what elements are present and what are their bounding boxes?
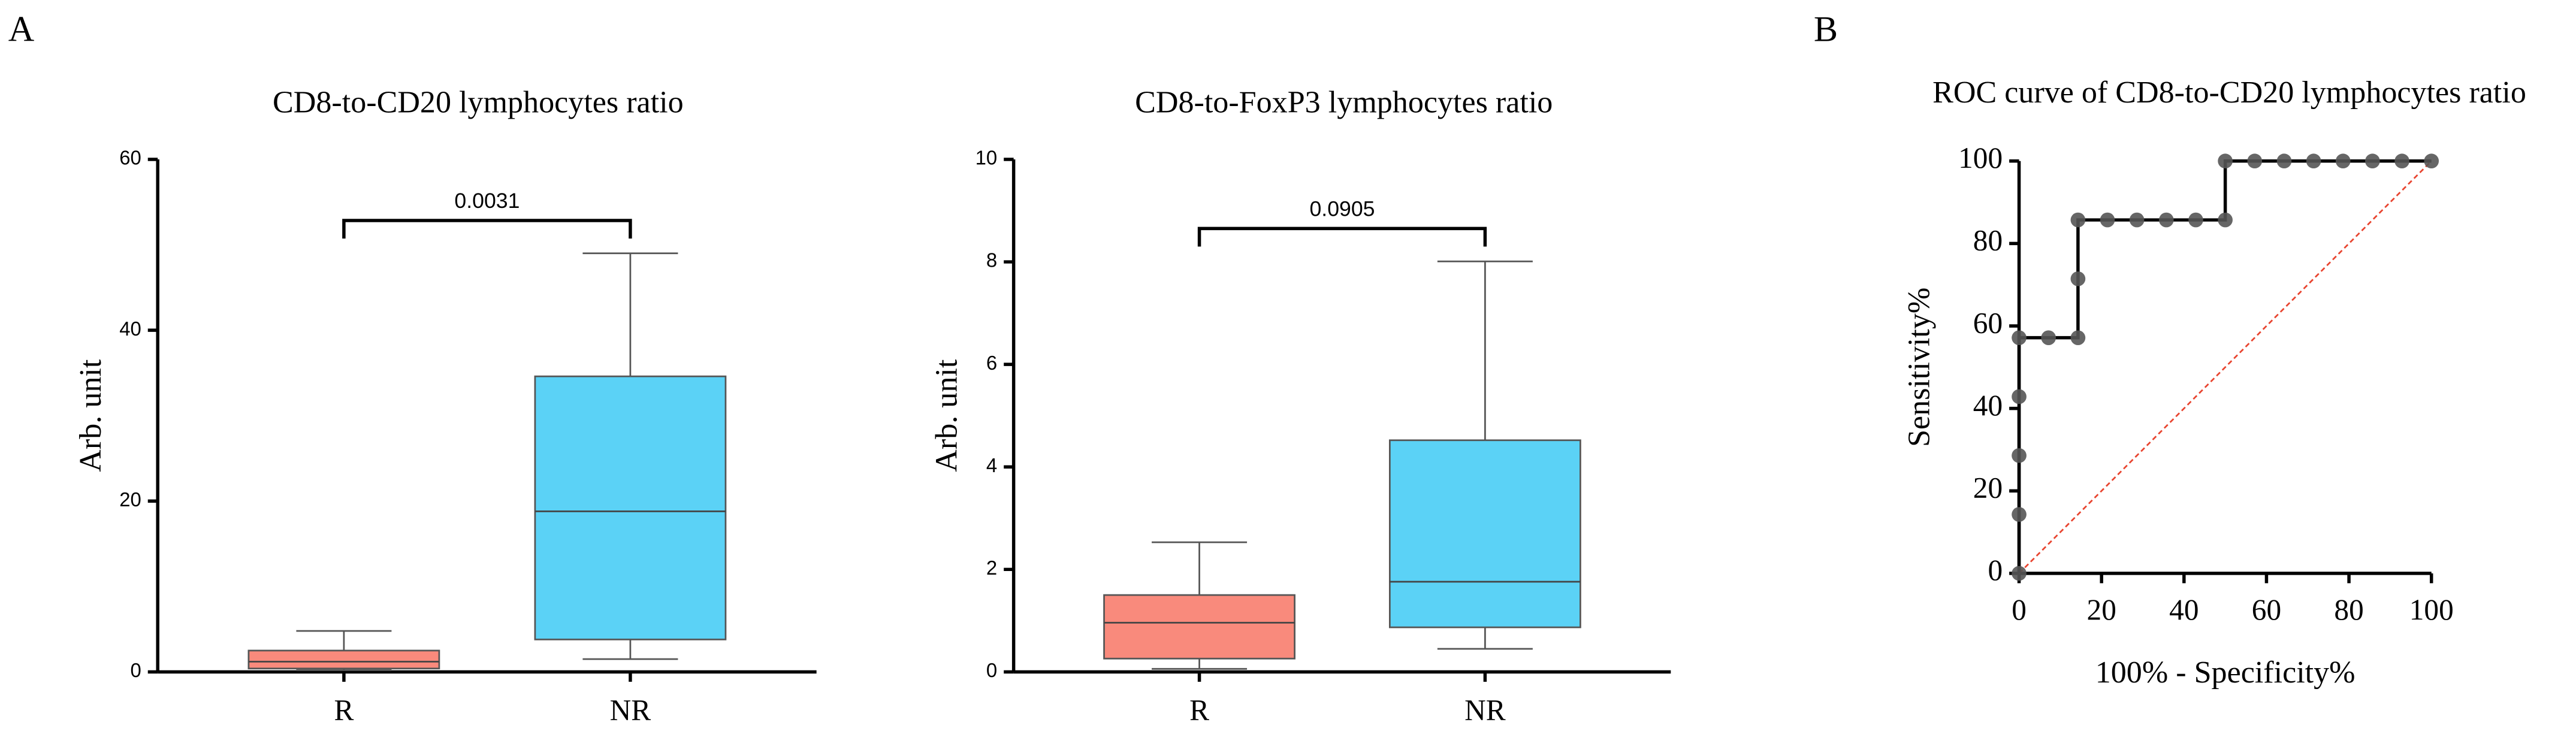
roc-point <box>2247 153 2263 169</box>
roc-point <box>2129 212 2145 228</box>
y-tick-label: 60 <box>1973 306 2003 339</box>
x-tick-label: R <box>1189 693 1209 726</box>
chart-title: CD8-to-FoxP3 lymphocytes ratio <box>1135 85 1553 119</box>
y-tick-label: 6 <box>986 352 997 374</box>
y-tick-label: 0 <box>1988 554 2003 587</box>
roc-point <box>2188 212 2203 228</box>
panel-label: B <box>1814 10 1838 50</box>
p-value: 0.0031 <box>454 189 520 213</box>
x-tick-label: NR <box>610 693 651 726</box>
roc-point <box>2100 212 2115 228</box>
y-axis-label: Arb. unit <box>74 359 108 472</box>
box <box>534 375 727 641</box>
roc-point <box>2365 153 2380 169</box>
p-value: 0.0905 <box>1309 197 1375 221</box>
y-tick-label: 20 <box>119 488 141 511</box>
y-tick-label: 20 <box>1973 472 2003 505</box>
roc-point <box>2424 153 2439 169</box>
roc-point <box>2012 507 2027 522</box>
roc-point <box>2218 153 2233 169</box>
significance-bracket <box>342 219 632 239</box>
y-tick-label: 100 <box>1958 141 2003 174</box>
roc-line <box>2017 159 2432 573</box>
roc-point <box>2218 212 2233 228</box>
x-tick-label: 100 <box>2409 593 2454 626</box>
panel-label: A <box>8 10 35 50</box>
x-tick-label: 60 <box>2252 593 2281 626</box>
roc-point <box>2335 153 2351 169</box>
y-tick-label: 0 <box>130 659 141 681</box>
x-tick-label: 40 <box>2169 593 2198 626</box>
roc-point <box>2070 271 2086 286</box>
x-tick-label: 0 <box>2012 593 2027 626</box>
roc-point <box>2012 330 2027 346</box>
y-tick-label: 8 <box>986 249 997 271</box>
y-tick-label: 40 <box>119 318 141 340</box>
box <box>247 650 440 670</box>
y-tick-label: 2 <box>986 557 997 579</box>
roc-point <box>2394 153 2409 169</box>
y-tick-label: 40 <box>1973 389 2003 422</box>
box <box>1388 439 1581 629</box>
y-tick-label: 60 <box>119 147 141 169</box>
y-axis-label: Sensitivity% <box>1902 288 1937 447</box>
x-tick-label: NR <box>1464 693 1506 726</box>
chart-title: ROC curve of CD8-to-CD20 lymphocytes rat… <box>1932 75 2526 110</box>
roc-point <box>2041 330 2056 346</box>
x-tick-label: R <box>334 693 354 726</box>
roc-point <box>2276 153 2292 169</box>
y-tick-label: 4 <box>986 454 997 476</box>
roc-point <box>2012 566 2027 581</box>
y-tick-label: 10 <box>976 147 998 169</box>
roc-point <box>2070 212 2086 228</box>
box <box>1103 594 1295 660</box>
roc-point <box>2306 153 2321 169</box>
roc-point <box>2012 448 2027 463</box>
x-tick-label: 80 <box>2334 593 2363 626</box>
chart-title: CD8-to-CD20 lymphocytes ratio <box>273 85 684 119</box>
significance-bracket <box>1197 226 1487 247</box>
roc-point <box>2158 212 2174 228</box>
y-tick-label: 0 <box>986 659 997 681</box>
y-axis-label: Arb. unit <box>930 359 964 472</box>
roc-point <box>2012 389 2027 404</box>
x-tick-label: 20 <box>2087 593 2116 626</box>
roc-point <box>2070 330 2086 346</box>
reference-line <box>2018 160 2432 574</box>
y-tick-label: 80 <box>1973 224 2003 257</box>
x-axis-label: 100% - Specificity% <box>2095 656 2355 690</box>
